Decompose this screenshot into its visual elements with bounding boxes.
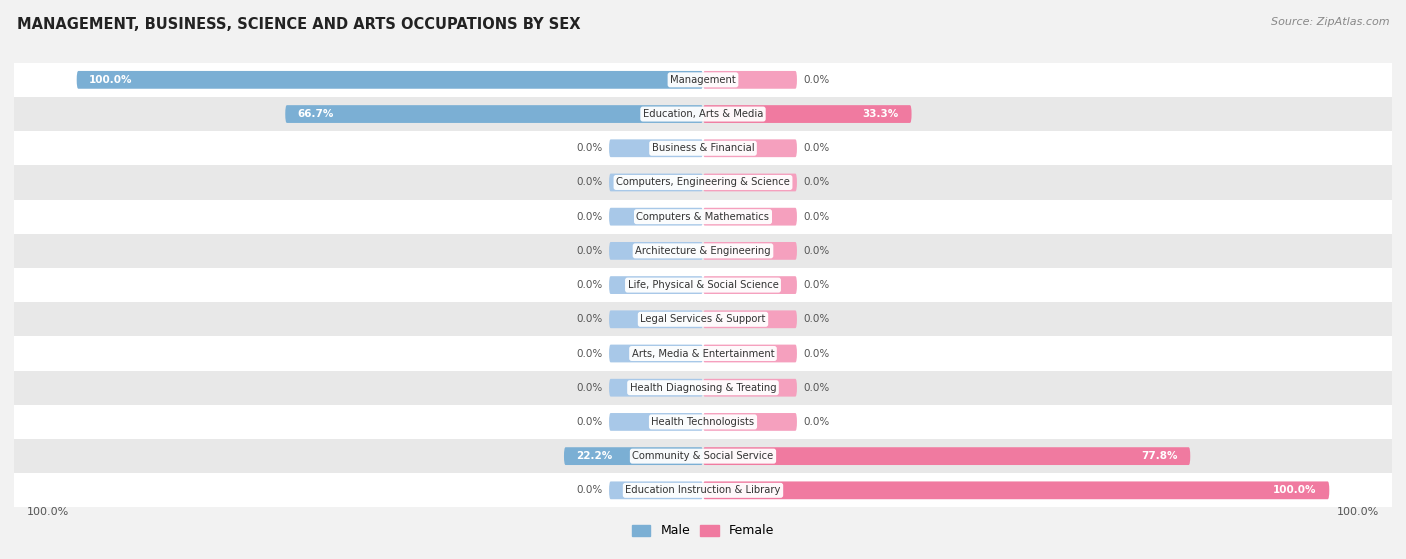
Bar [14,439,1392,473]
Text: 0.0%: 0.0% [576,212,603,222]
Text: Legal Services & Support: Legal Services & Support [640,314,766,324]
Text: 0.0%: 0.0% [576,314,603,324]
Text: Source: ZipAtlas.com: Source: ZipAtlas.com [1271,17,1389,27]
Text: 66.7%: 66.7% [298,109,335,119]
Text: 0.0%: 0.0% [803,417,830,427]
FancyBboxPatch shape [703,71,797,89]
Text: 100.0%: 100.0% [89,75,132,85]
Text: Health Diagnosing & Treating: Health Diagnosing & Treating [630,383,776,393]
Text: Life, Physical & Social Science: Life, Physical & Social Science [627,280,779,290]
Text: Business & Financial: Business & Financial [652,143,754,153]
Text: Architecture & Engineering: Architecture & Engineering [636,246,770,256]
FancyBboxPatch shape [609,481,703,499]
Bar [14,473,1392,508]
Text: Education Instruction & Library: Education Instruction & Library [626,485,780,495]
Legend: Male, Female: Male, Female [627,519,779,542]
Text: 0.0%: 0.0% [576,246,603,256]
Text: 100.0%: 100.0% [1274,485,1317,495]
Text: 0.0%: 0.0% [803,280,830,290]
FancyBboxPatch shape [703,105,911,123]
Text: 0.0%: 0.0% [576,177,603,187]
Text: 0.0%: 0.0% [803,314,830,324]
FancyBboxPatch shape [609,344,703,362]
FancyBboxPatch shape [703,139,797,157]
FancyBboxPatch shape [609,242,703,260]
Text: 33.3%: 33.3% [863,109,898,119]
FancyBboxPatch shape [703,310,797,328]
Text: Community & Social Service: Community & Social Service [633,451,773,461]
Text: Computers & Mathematics: Computers & Mathematics [637,212,769,222]
Bar [14,165,1392,200]
Text: 0.0%: 0.0% [576,280,603,290]
Text: 0.0%: 0.0% [803,348,830,358]
Bar [14,268,1392,302]
FancyBboxPatch shape [609,276,703,294]
Text: Arts, Media & Entertainment: Arts, Media & Entertainment [631,348,775,358]
Text: 0.0%: 0.0% [576,417,603,427]
FancyBboxPatch shape [703,208,797,226]
Text: Management: Management [671,75,735,85]
Text: 0.0%: 0.0% [803,177,830,187]
Text: 0.0%: 0.0% [576,383,603,393]
FancyBboxPatch shape [703,481,1329,499]
Bar [14,234,1392,268]
Text: MANAGEMENT, BUSINESS, SCIENCE AND ARTS OCCUPATIONS BY SEX: MANAGEMENT, BUSINESS, SCIENCE AND ARTS O… [17,17,581,32]
FancyBboxPatch shape [703,242,797,260]
FancyBboxPatch shape [564,447,703,465]
Text: 0.0%: 0.0% [576,143,603,153]
Bar [14,302,1392,337]
FancyBboxPatch shape [703,174,797,191]
Text: 100.0%: 100.0% [1337,506,1379,517]
Text: 77.8%: 77.8% [1142,451,1178,461]
Text: 0.0%: 0.0% [576,485,603,495]
FancyBboxPatch shape [609,174,703,191]
Text: Health Technologists: Health Technologists [651,417,755,427]
FancyBboxPatch shape [703,344,797,362]
FancyBboxPatch shape [703,447,1191,465]
FancyBboxPatch shape [285,105,703,123]
FancyBboxPatch shape [609,310,703,328]
Text: 100.0%: 100.0% [27,506,69,517]
FancyBboxPatch shape [703,379,797,396]
Text: 0.0%: 0.0% [576,348,603,358]
Bar [14,371,1392,405]
Text: Computers, Engineering & Science: Computers, Engineering & Science [616,177,790,187]
Bar [14,337,1392,371]
FancyBboxPatch shape [609,139,703,157]
FancyBboxPatch shape [609,208,703,226]
Bar [14,200,1392,234]
Text: 0.0%: 0.0% [803,246,830,256]
Text: Education, Arts & Media: Education, Arts & Media [643,109,763,119]
Text: 0.0%: 0.0% [803,143,830,153]
Text: 0.0%: 0.0% [803,383,830,393]
FancyBboxPatch shape [703,413,797,431]
FancyBboxPatch shape [77,71,703,89]
Bar [14,63,1392,97]
FancyBboxPatch shape [703,276,797,294]
Text: 0.0%: 0.0% [803,75,830,85]
Bar [14,405,1392,439]
FancyBboxPatch shape [609,413,703,431]
Text: 22.2%: 22.2% [576,451,613,461]
Bar [14,131,1392,165]
FancyBboxPatch shape [609,379,703,396]
Bar [14,97,1392,131]
Text: 0.0%: 0.0% [803,212,830,222]
